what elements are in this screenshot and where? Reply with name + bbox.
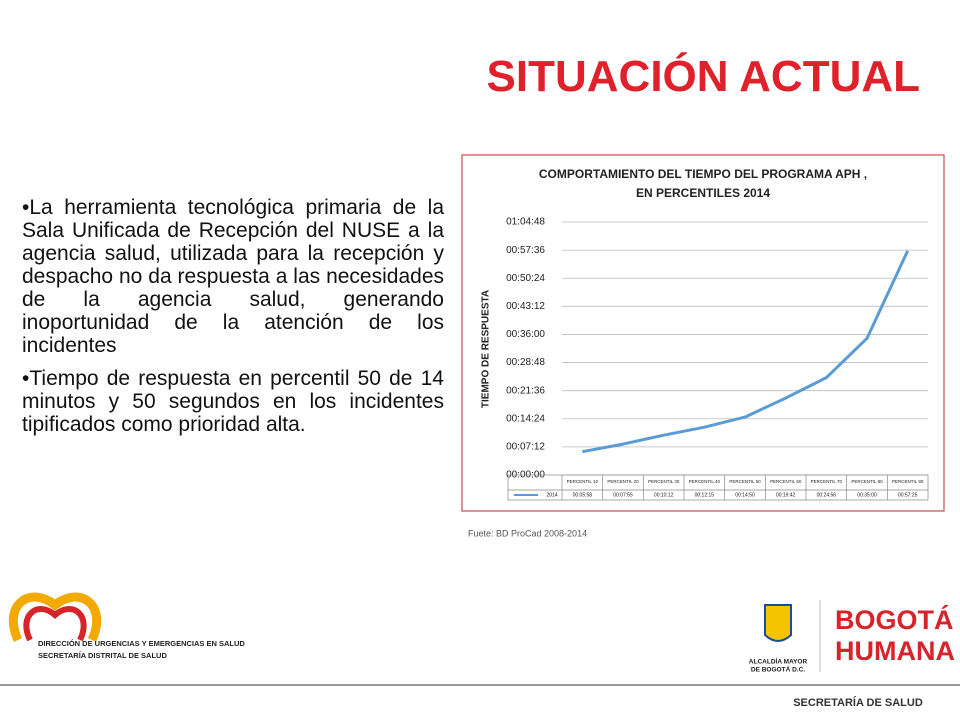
data-label: 00:19:42 [776,492,796,498]
chart-subtitle: EN PERCENTILES 2014 [636,186,770,200]
x-tick-label: PERCENTIL 30 [648,479,680,484]
data-label: 00:24:56 [817,492,837,498]
chart-frame [461,154,945,512]
y-tick-label: 00:50:24 [506,273,545,284]
x-tick-label: PERCENTIL 40 [689,479,721,484]
logo-text: SECRETARÍA DISTRITAL DE SALUD [38,651,167,660]
logo-text: DIRECCIÓN DE URGENCIAS Y EMERGENCIAS EN … [38,639,245,648]
logo-heart [23,606,87,642]
y-tick-label: 00:21:36 [506,385,545,396]
x-tick-label: PERCENTIL 20 [607,479,639,484]
x-tick-label: PERCENTIL 90 [892,479,924,484]
logo-text: BOGOTÁ [835,604,954,635]
x-tick-label: PERCENTIL 50 [729,479,761,484]
line-series [582,250,910,454]
logo-text: HUMANA [835,636,955,666]
y-tick-label: 00:07:12 [506,442,545,453]
data-label: 00:14:50 [735,492,755,498]
x-tick-label: PERCENTIL 70 [811,479,843,484]
y-tick-label: 00:14:24 [506,413,545,424]
data-label: 00:57:25 [898,492,918,498]
data-label: 00:05:58 [573,492,593,498]
data-label: 00:12:15 [695,492,715,498]
y-tick-label: 00:57:36 [506,245,545,256]
bullet: •Tiempo de respuesta en percentil 50 de … [22,367,444,436]
slide-title: SITUACIÓN ACTUAL [486,52,920,101]
logo-text: DE BOGOTÁ D.C. [751,665,805,674]
x-tick-label: PERCENTIL 60 [770,479,802,484]
footer-text: SECRETARÍA DE SALUD [793,696,923,709]
table-border [507,474,929,501]
y-tick-label: 01:04:48 [506,217,545,228]
legend-label: 2014 [546,492,557,498]
bullet-list: •La herramienta tecnológica primaria de … [22,196,444,446]
y-tick-label: 00:36:00 [506,329,545,340]
logo-heart [8,592,102,642]
data-label: 00:35:00 [857,492,877,498]
data-label: 00:10:12 [654,492,674,498]
bullet: •La herramienta tecnológica primaria de … [22,196,444,357]
y-tick-label: 00:43:12 [506,301,545,312]
x-tick-label: PERCENTIL 10 [567,479,599,484]
shield [764,604,792,642]
logo-text: ALCALDÍA MAYOR [749,657,808,666]
y-axis-label: TIEMPO DE RESPUESTA [481,290,492,408]
data-label: 00:07:55 [613,492,633,498]
x-tick-label: PERCENTIL 80 [851,479,883,484]
chart-title: COMPORTAMIENTO DEL TIEMPO DEL PROGRAMA A… [539,167,867,181]
y-tick-label: 00:28:48 [506,357,545,368]
source: Fuete: BD ProCad 2008-2014 [468,528,587,538]
